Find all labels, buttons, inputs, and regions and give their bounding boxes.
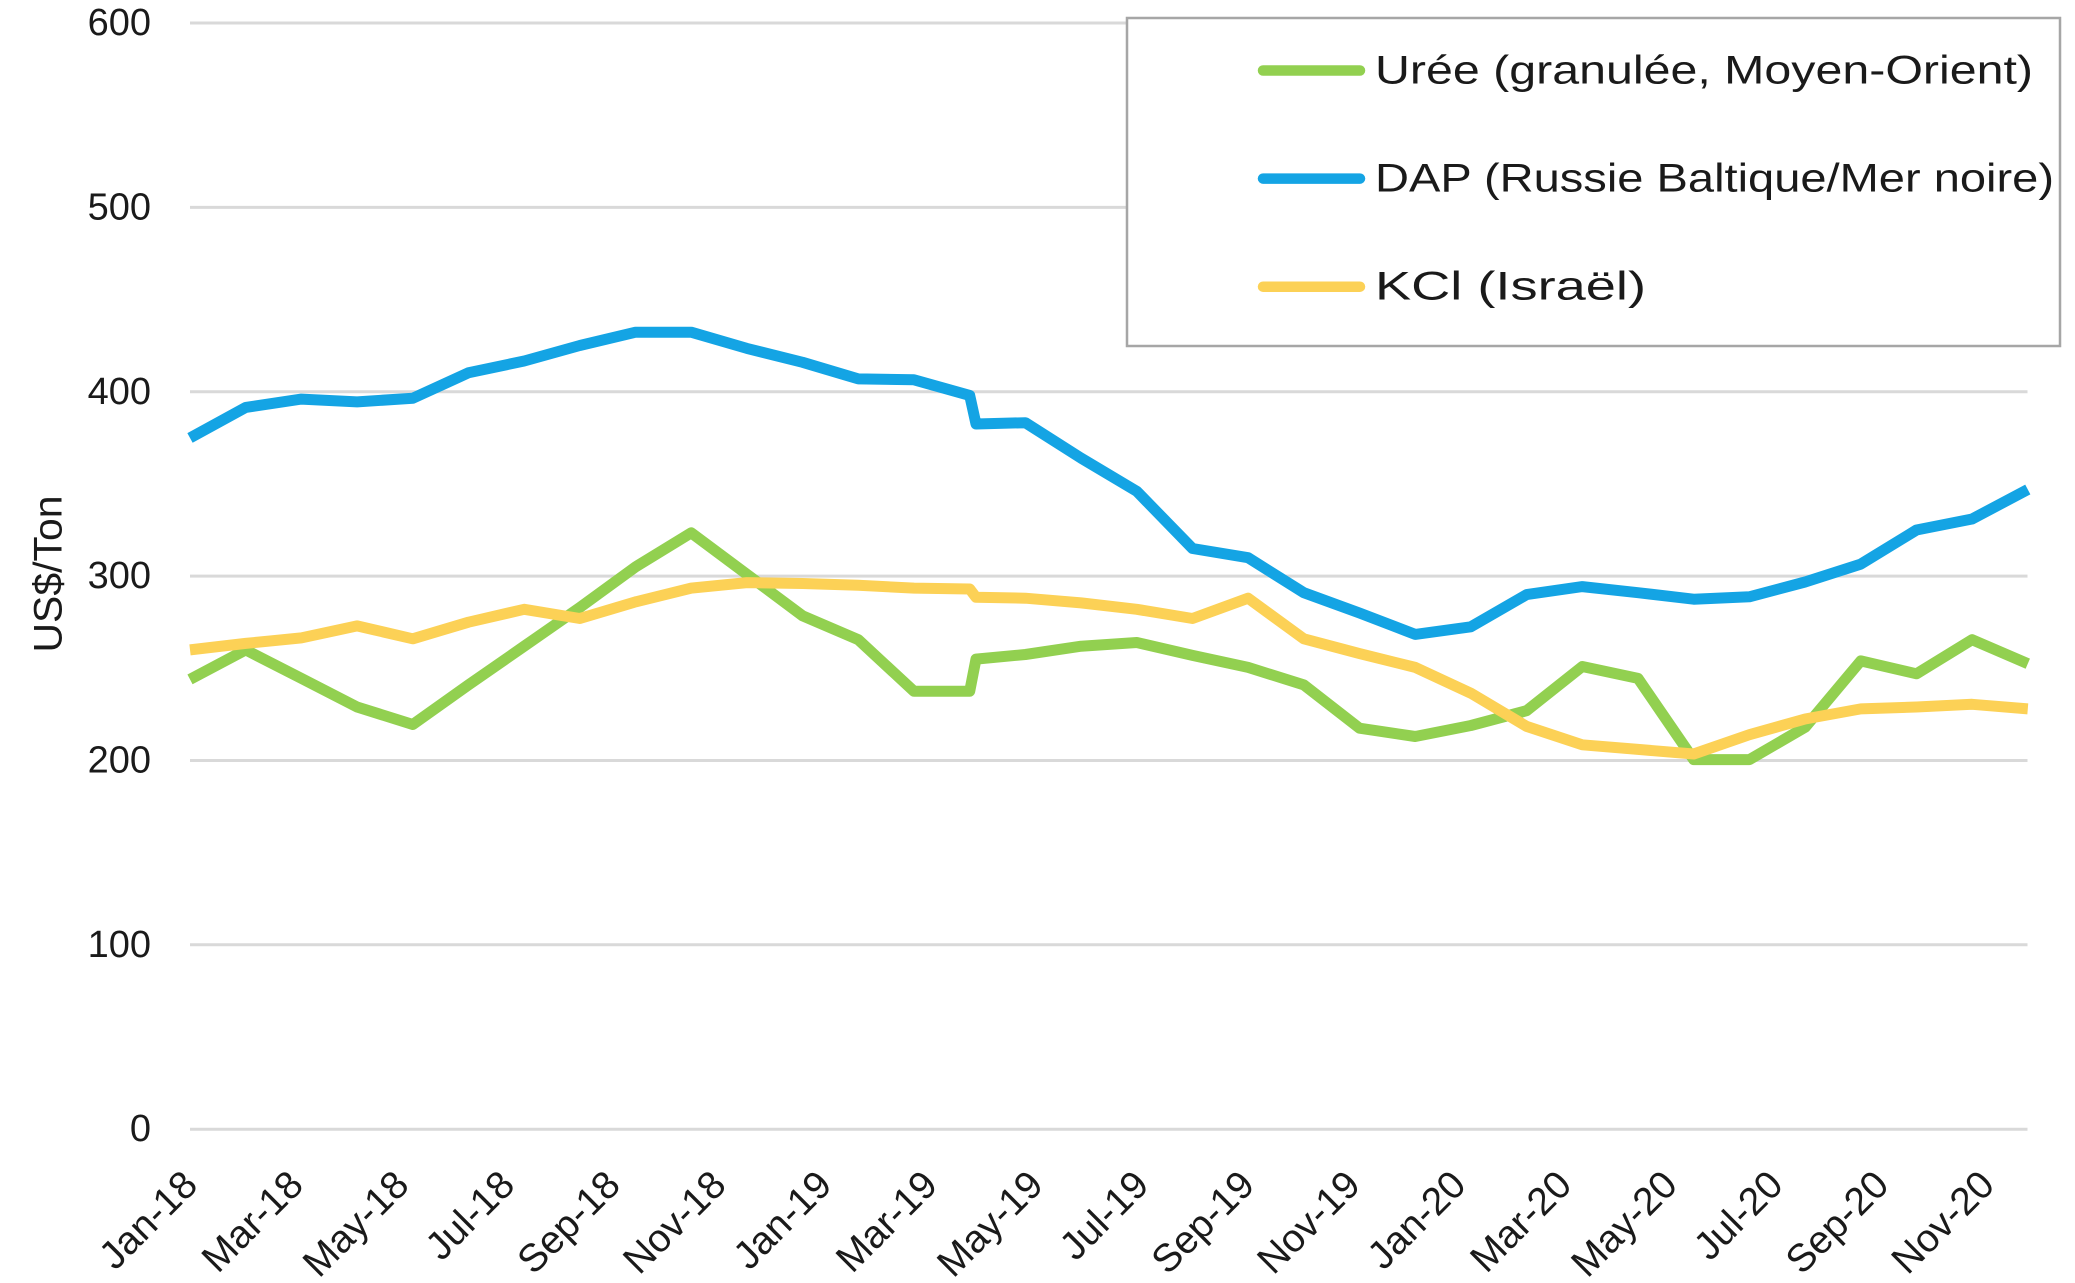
svg-text:600: 600 — [88, 2, 151, 44]
svg-text:DAP (Russie Baltique/Mer noire: DAP (Russie Baltique/Mer noire) — [1375, 157, 2054, 201]
svg-text:400: 400 — [88, 371, 151, 413]
svg-text:300: 300 — [88, 555, 151, 597]
svg-text:500: 500 — [88, 186, 151, 228]
svg-text:200: 200 — [88, 740, 151, 782]
svg-text:KCl (Israël): KCl (Israël) — [1375, 265, 1646, 309]
svg-text:US$/Ton: US$/Ton — [27, 496, 71, 653]
svg-text:0: 0 — [130, 1108, 151, 1150]
svg-text:100: 100 — [88, 924, 151, 966]
svg-text:Urée (granulée, Moyen-Orient): Urée (granulée, Moyen-Orient) — [1375, 49, 2033, 93]
